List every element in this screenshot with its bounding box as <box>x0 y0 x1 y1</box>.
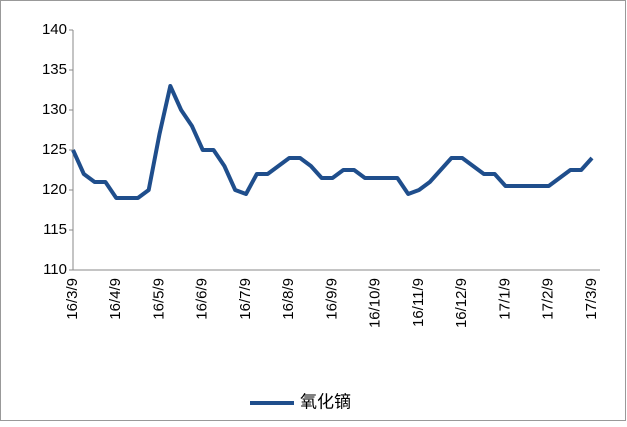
y-tick-label: 130 <box>42 101 67 118</box>
x-tick-label: 16/6/9 <box>194 278 211 320</box>
y-tick-label: 135 <box>42 61 67 78</box>
data-line <box>71 84 594 200</box>
x-tick-label: 16/9/9 <box>323 278 340 320</box>
legend-label: 氧化镝 <box>300 392 351 411</box>
x-tick-label: 16/10/9 <box>367 278 384 328</box>
x-tick-label: 16/12/9 <box>453 278 470 328</box>
x-tick-label: 17/3/9 <box>583 278 600 320</box>
y-tick-label: 120 <box>42 181 67 198</box>
y-tick-label: 115 <box>43 221 67 238</box>
y-tick-label: 110 <box>43 261 67 278</box>
x-tick-label: 16/4/9 <box>107 278 124 320</box>
x-tick-label: 16/11/9 <box>410 278 427 327</box>
x-tick-label: 17/1/9 <box>496 278 513 320</box>
x-tick-label: 16/8/9 <box>280 278 297 320</box>
x-tick-label: 16/7/9 <box>237 278 254 320</box>
x-tick-label: 16/3/9 <box>64 278 81 320</box>
x-tick-label: 17/2/9 <box>540 278 557 320</box>
y-tick-label: 125 <box>42 141 67 158</box>
x-tick-label: 16/5/9 <box>150 278 167 320</box>
y-tick-label: 140 <box>42 21 67 38</box>
